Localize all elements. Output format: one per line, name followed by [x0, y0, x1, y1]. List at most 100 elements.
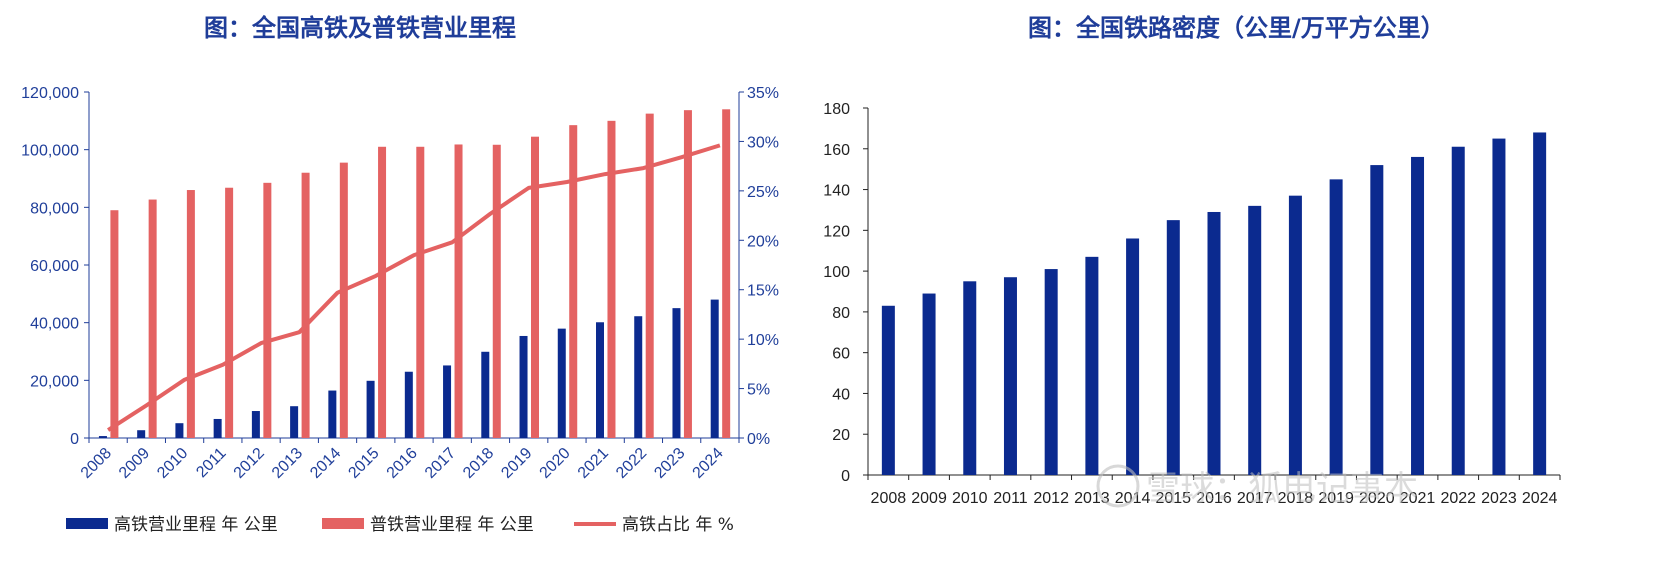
density-bar: [1207, 211, 1221, 475]
density-y-tick-label: 20: [832, 427, 850, 444]
density-x-tick-label: 2020: [1359, 490, 1395, 507]
regular-rail-bar: [148, 199, 157, 438]
left-x-tick-label: 2014: [307, 445, 344, 482]
regular-rail-bar: [722, 109, 731, 439]
density-bar: [1411, 156, 1425, 475]
density-bar: [1248, 205, 1262, 475]
density-x-tick-label: 2022: [1440, 490, 1476, 507]
left-x-tick-label: 2021: [575, 445, 612, 482]
left-legend: 高铁营业里程 年 公里 普铁营业里程 年 公里 高铁占比 年 %: [66, 515, 734, 535]
watermark-logo-icon: [1096, 464, 1140, 508]
hsr-bar: [251, 411, 260, 438]
left-y-tick-label: 20,000: [30, 373, 79, 390]
density-bar: [1533, 132, 1547, 475]
left-x-tick-label: 2015: [345, 445, 382, 482]
watermark: 雪球：狐电记事本: [1096, 464, 1418, 509]
hsr-bar: [519, 335, 528, 438]
density-y-tick-label: 100: [823, 264, 850, 281]
right-chart-title: 图：全国铁路密度（公里/万平方公里）: [1028, 14, 1445, 42]
left-chart-title: 图：全国高铁及普铁营业里程: [204, 14, 516, 42]
legend-label-regular: 普铁营业里程 年 公里: [370, 515, 534, 535]
left-y-tick-label: 40,000: [30, 316, 79, 333]
density-bar: [1085, 256, 1099, 475]
regular-rail-bar: [607, 120, 616, 438]
left-x-tick-label: 2016: [384, 445, 421, 482]
hsr-bar: [366, 380, 375, 438]
right-y-tick-label: 25%: [747, 184, 779, 201]
density-x-tick-label: 2019: [1318, 490, 1354, 507]
density-bar: [963, 281, 977, 475]
hsr-bar: [557, 328, 566, 438]
regular-rail-bar: [531, 136, 539, 439]
legend-label-hsr: 高铁营业里程 年 公里: [114, 515, 278, 535]
density-bar: [922, 293, 936, 475]
density-bar: [881, 305, 895, 475]
density-bar: [1451, 146, 1465, 475]
left-x-tick-label: 2022: [613, 445, 650, 482]
density-bar: [1126, 238, 1140, 475]
density-x-tick-label: 2023: [1481, 490, 1517, 507]
density-x-tick-label: 2013: [1074, 490, 1110, 507]
density-x-tick-label: 2012: [1033, 490, 1069, 507]
regular-rail-bar: [110, 210, 119, 438]
legend-swatch-regular: [322, 518, 364, 529]
watermark-text: 雪球：狐电记事本: [1146, 469, 1418, 509]
density-x-tick-label: 2021: [1400, 490, 1436, 507]
left-x-tick-label: 2010: [154, 445, 191, 482]
left-x-tick-label: 2009: [116, 445, 153, 482]
left-y-tick-label: 120,000: [21, 85, 79, 102]
regular-rail-bar: [569, 125, 578, 439]
left-x-tick-label: 2013: [269, 445, 306, 482]
left-x-tick-label: 2011: [193, 445, 229, 481]
hsr-bar: [98, 436, 107, 438]
right-y-tick-label: 30%: [747, 134, 779, 151]
right-y-tick-label: 5%: [747, 382, 770, 399]
hsr-bar: [328, 390, 337, 438]
regular-rail-bar: [416, 146, 425, 439]
regular-rail-bar: [301, 172, 310, 438]
density-bar: [1166, 220, 1180, 475]
legend-swatch-hsr: [66, 518, 108, 529]
left-y-tick-label: 60,000: [30, 258, 79, 275]
density-bar: [1329, 179, 1343, 475]
regular-rail-bar: [645, 113, 654, 438]
regular-rail-bar: [339, 162, 348, 438]
left-y-tick-label: 100,000: [21, 143, 79, 160]
legend-label-share: 高铁占比 年 %: [622, 515, 734, 535]
left-x-tick-label: 2018: [460, 445, 497, 482]
left-x-tick-label: 2012: [231, 445, 268, 482]
density-bar: [1288, 195, 1302, 475]
density-x-tick-label: 2008: [871, 490, 907, 507]
hsr-bar: [710, 299, 719, 438]
hsr-bar: [290, 406, 299, 438]
regular-rail-bar: [378, 146, 387, 439]
density-y-tick-label: 60: [832, 346, 850, 363]
regular-rail-bar: [492, 144, 501, 438]
left-x-tick-label: 2019: [498, 445, 535, 482]
density-bar: [1492, 138, 1506, 476]
hsr-bar: [634, 316, 643, 438]
right-y-tick-label: 35%: [747, 85, 779, 102]
regular-rail-bar: [263, 182, 272, 438]
density-x-tick-label: 2024: [1522, 490, 1558, 507]
right-y-tick-label: 20%: [747, 233, 779, 250]
density-y-tick-label: 180: [823, 101, 850, 118]
left-x-tick-label: 2024: [690, 445, 727, 482]
right-y-tick-label: 0%: [747, 431, 770, 448]
hsr-bar: [672, 308, 681, 438]
density-x-tick-label: 2018: [1278, 490, 1314, 507]
regular-rail-bar: [454, 144, 463, 438]
density-x-tick-label: 2011: [993, 490, 1028, 507]
left-x-tick-label: 2017: [422, 445, 459, 482]
left-y-tick-label: 0: [70, 431, 79, 448]
density-y-tick-label: 120: [823, 223, 850, 240]
left-x-tick-label: 2020: [537, 445, 574, 482]
hsr-bar: [404, 371, 413, 438]
density-x-tick-label: 2009: [911, 490, 947, 507]
density-bar: [1044, 269, 1058, 475]
hsr-bar: [481, 351, 490, 438]
density-y-tick-label: 0: [841, 468, 850, 485]
hsr-bar: [175, 423, 184, 438]
density-x-tick-label: 2017: [1237, 490, 1273, 507]
